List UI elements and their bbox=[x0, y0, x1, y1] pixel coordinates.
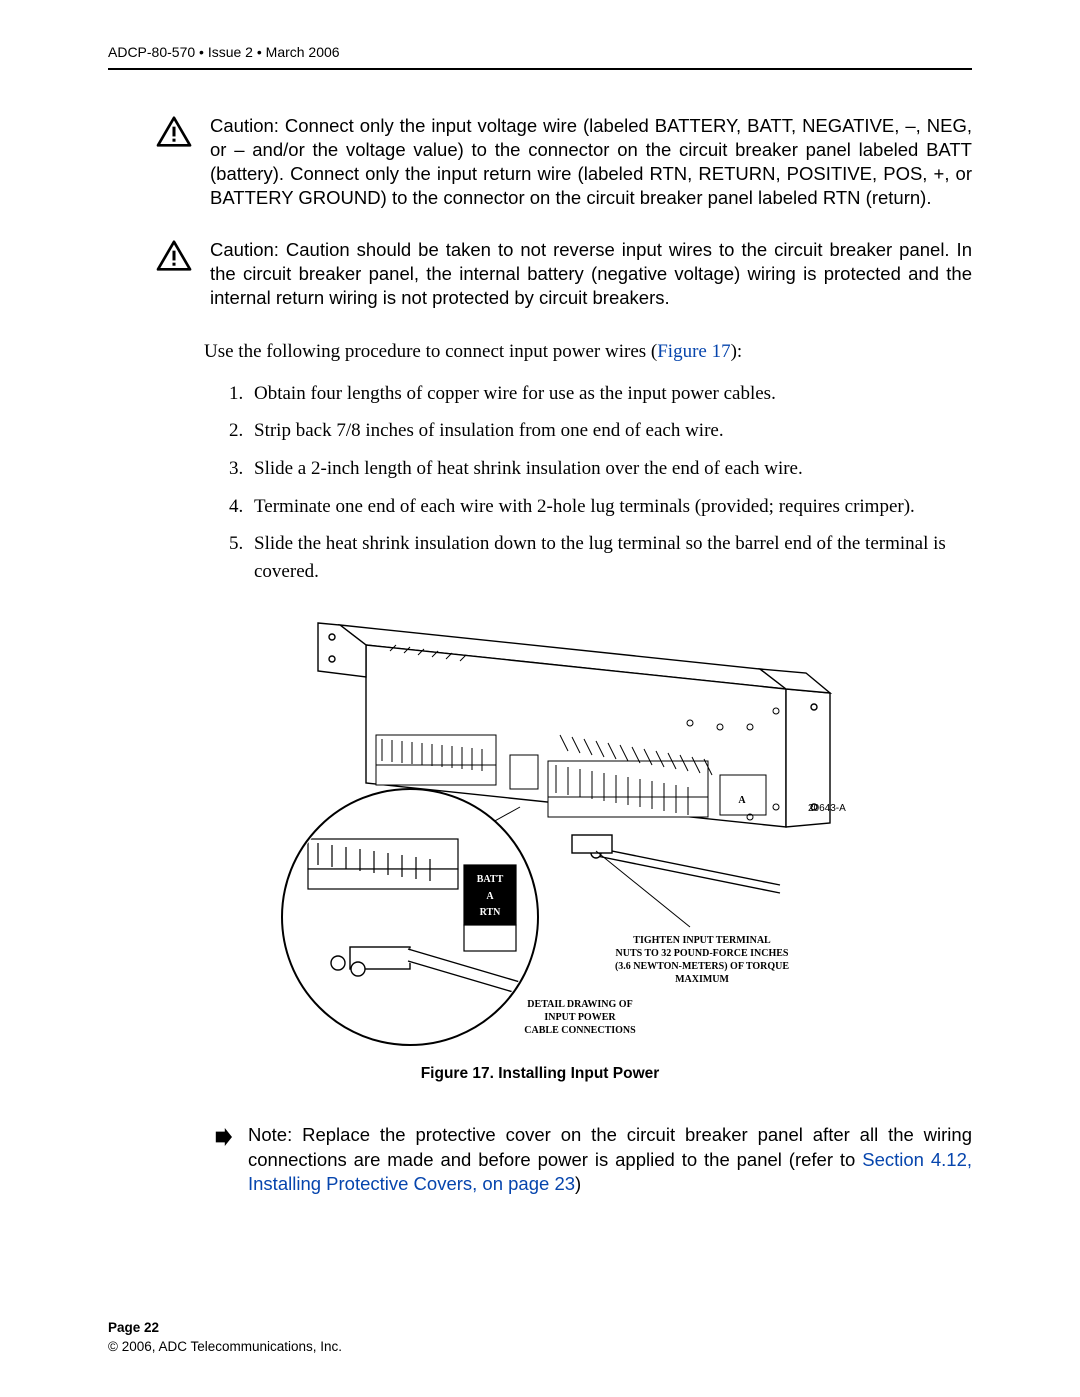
svg-text:A: A bbox=[738, 795, 746, 806]
torque-label-1: TIGHTEN INPUT TERMINAL bbox=[633, 935, 771, 946]
doc-header: ADCP-80-570 • Issue 2 • March 2006 bbox=[108, 44, 972, 70]
svg-text:A: A bbox=[486, 891, 494, 902]
doc-ref: ADCP-80-570 • Issue 2 • March 2006 bbox=[108, 44, 340, 60]
steps-list: Obtain four lengths of copper wire for u… bbox=[248, 380, 972, 585]
note-text: Note: Replace the protective cover on th… bbox=[248, 1123, 972, 1196]
caution-2-text: Caution: Caution should be taken to not … bbox=[210, 238, 972, 310]
torque-label-2: NUTS TO 32 POUND-FORCE INCHES bbox=[616, 948, 789, 959]
figure-17-svg: 20643-A bbox=[220, 607, 860, 1047]
intro-pre: Use the following procedure to connect i… bbox=[204, 341, 657, 362]
page-number: Page 22 bbox=[108, 1319, 342, 1338]
warning-icon bbox=[156, 116, 192, 148]
detail-label-2: INPUT POWER bbox=[544, 1012, 616, 1023]
detail-label-3: CABLE CONNECTIONS bbox=[524, 1025, 636, 1036]
svg-text:BATT: BATT bbox=[477, 874, 504, 885]
intro-paragraph: Use the following procedure to connect i… bbox=[204, 338, 972, 366]
note-post: ) bbox=[575, 1173, 581, 1194]
step-1: Obtain four lengths of copper wire for u… bbox=[248, 380, 972, 408]
caution-block-1: Caution: Connect only the input voltage … bbox=[156, 114, 972, 210]
torque-label-4: MAXIMUM bbox=[675, 974, 729, 985]
step-2: Strip back 7/8 inches of insulation from… bbox=[248, 417, 972, 445]
note-arrow-icon bbox=[214, 1128, 232, 1146]
svg-text:RTN: RTN bbox=[480, 907, 502, 918]
step-4: Terminate one end of each wire with 2-ho… bbox=[248, 493, 972, 521]
intro-post: ): bbox=[731, 341, 743, 362]
figure-ref-id: 20643-A bbox=[808, 803, 846, 814]
caution-1-text: Caution: Connect only the input voltage … bbox=[210, 114, 972, 210]
note-block: Note: Replace the protective cover on th… bbox=[214, 1123, 972, 1196]
detail-label-1: DETAIL DRAWING OF bbox=[527, 999, 632, 1010]
torque-label-3: (3.6 NEWTON-METERS) OF TORQUE bbox=[615, 961, 789, 972]
warning-icon bbox=[156, 240, 192, 272]
page-footer: Page 22 © 2006, ADC Telecommunications, … bbox=[108, 1319, 342, 1357]
figure-17: 20643-A bbox=[220, 607, 860, 1113]
figure-17-link[interactable]: Figure 17 bbox=[657, 341, 730, 362]
step-5: Slide the heat shrink insulation down to… bbox=[248, 530, 972, 585]
copyright: © 2006, ADC Telecommunications, Inc. bbox=[108, 1338, 342, 1357]
step-3: Slide a 2-inch length of heat shrink ins… bbox=[248, 455, 972, 483]
figure-caption: Figure 17. Installing Input Power bbox=[421, 1065, 660, 1083]
caution-block-2: Caution: Caution should be taken to not … bbox=[156, 238, 972, 310]
